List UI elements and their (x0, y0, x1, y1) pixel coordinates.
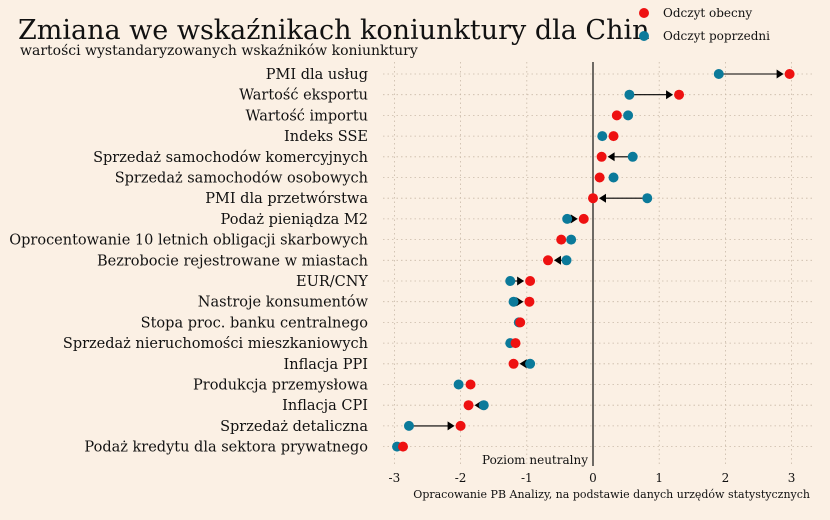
previous-value-point (609, 173, 619, 183)
category-label: Podaż pieniądza M2 (221, 212, 368, 228)
previous-value-point (628, 152, 638, 162)
category-rows: PMI dla usług Wartość eksportu Wartość imp… (9, 67, 368, 456)
previous-value-point (562, 214, 572, 224)
current-value-point (524, 297, 534, 307)
current-value-point (597, 152, 607, 162)
category-label: Inflacja CPI (282, 398, 368, 414)
current-value-point (543, 255, 553, 265)
current-value-point (464, 400, 474, 410)
previous-value-point (505, 276, 515, 286)
source-note: Opracowanie PB Analizy, na podstawie dan… (413, 488, 810, 501)
current-value-point (398, 442, 408, 452)
change-arrows (409, 70, 784, 431)
change-arrow-head (448, 421, 455, 430)
change-arrow-head (554, 256, 561, 265)
category-label: Indeks SSE (284, 129, 368, 145)
legend: Odczyt obecny Odczyt poprzedni (639, 6, 770, 43)
legend-marker-current (639, 8, 649, 18)
category-label: Sprzedaż detaliczna (220, 419, 368, 435)
current-value-point (466, 380, 476, 390)
x-tick-label: -1 (521, 471, 533, 485)
category-label: Produkcja przemysłowa (193, 378, 368, 394)
current-value-point (579, 214, 589, 224)
change-arrow-head (517, 277, 524, 286)
category-label: Nastroje konsumentów (198, 295, 369, 311)
previous-value-point (454, 380, 464, 390)
category-label: EUR/CNY (296, 274, 368, 290)
current-value-point (511, 338, 521, 348)
previous-value-point (566, 235, 576, 245)
legend-label-current: Odczyt obecny (663, 6, 752, 20)
category-label: Podaż kredytu dla sektora prywatnego (84, 440, 368, 456)
current-value-point (612, 110, 622, 120)
change-arrow-head (777, 70, 784, 79)
category-label: Inflacja PPI (284, 357, 369, 373)
previous-value-point (509, 297, 519, 307)
category-label: PMI dla usług (266, 67, 368, 83)
category-label: Sprzedaż samochodów osobowych (115, 171, 368, 187)
category-label: Sprzedaż samochodów komercyjnych (93, 150, 368, 166)
previous-value-point (714, 69, 724, 79)
x-tick-label: 2 (722, 471, 730, 485)
category-label: Wartość eksportu (239, 88, 368, 104)
current-value-point (456, 421, 466, 431)
previous-value-point (624, 90, 634, 100)
x-tick-label: 3 (788, 471, 796, 485)
change-arrow-head (608, 152, 615, 161)
current-value-point (509, 359, 519, 369)
previous-value-point (642, 193, 652, 203)
current-value-point (556, 235, 566, 245)
x-tick-label: -3 (389, 471, 401, 485)
previous-value-point (479, 400, 489, 410)
change-arrow-head (666, 90, 673, 99)
previous-value-point (597, 131, 607, 141)
category-label: PMI dla przetwórstwa (205, 191, 368, 207)
previous-value-point (562, 255, 572, 265)
category-label: Stopa proc. banku centralnego (141, 315, 368, 331)
current-value-point (674, 90, 684, 100)
category-label: Oprocentowanie 10 letnich obligacji skar… (9, 233, 368, 249)
category-label: Bezrobocie rejestrowane w miastach (97, 253, 368, 269)
neutral-level-label: Poziom neutralny (482, 453, 588, 467)
current-value-point (588, 193, 598, 203)
chart-title: Zmiana we wskaźnikach koniunktury dla Ch… (18, 15, 650, 46)
category-label: Wartość importu (246, 108, 368, 124)
current-value-point (609, 131, 619, 141)
gridlines (383, 62, 812, 466)
x-tick-label: 0 (589, 471, 597, 485)
previous-value-point (623, 110, 633, 120)
current-value-point (595, 173, 605, 183)
current-value-point (515, 317, 525, 327)
x-axis-ticks: -3 -2 -1 0 1 2 3 (389, 471, 796, 485)
legend-marker-previous (639, 31, 649, 41)
x-tick-label: -2 (455, 471, 467, 485)
change-arrow-head (599, 194, 606, 203)
chart-subtitle: wartości wystandaryzowanych wskaźników k… (20, 43, 418, 59)
legend-label-previous: Odczyt poprzedni (663, 29, 770, 43)
x-tick-label: 1 (655, 471, 663, 485)
current-value-point (525, 276, 535, 286)
current-value-point (785, 69, 795, 79)
category-label: Sprzedaż nieruchomości mieszkaniowych (63, 336, 368, 352)
previous-value-point (404, 421, 414, 431)
previous-value-point (525, 359, 535, 369)
